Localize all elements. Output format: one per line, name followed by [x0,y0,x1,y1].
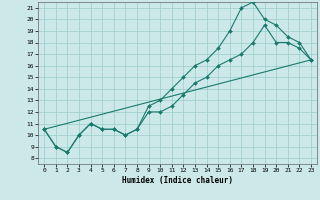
X-axis label: Humidex (Indice chaleur): Humidex (Indice chaleur) [122,176,233,185]
